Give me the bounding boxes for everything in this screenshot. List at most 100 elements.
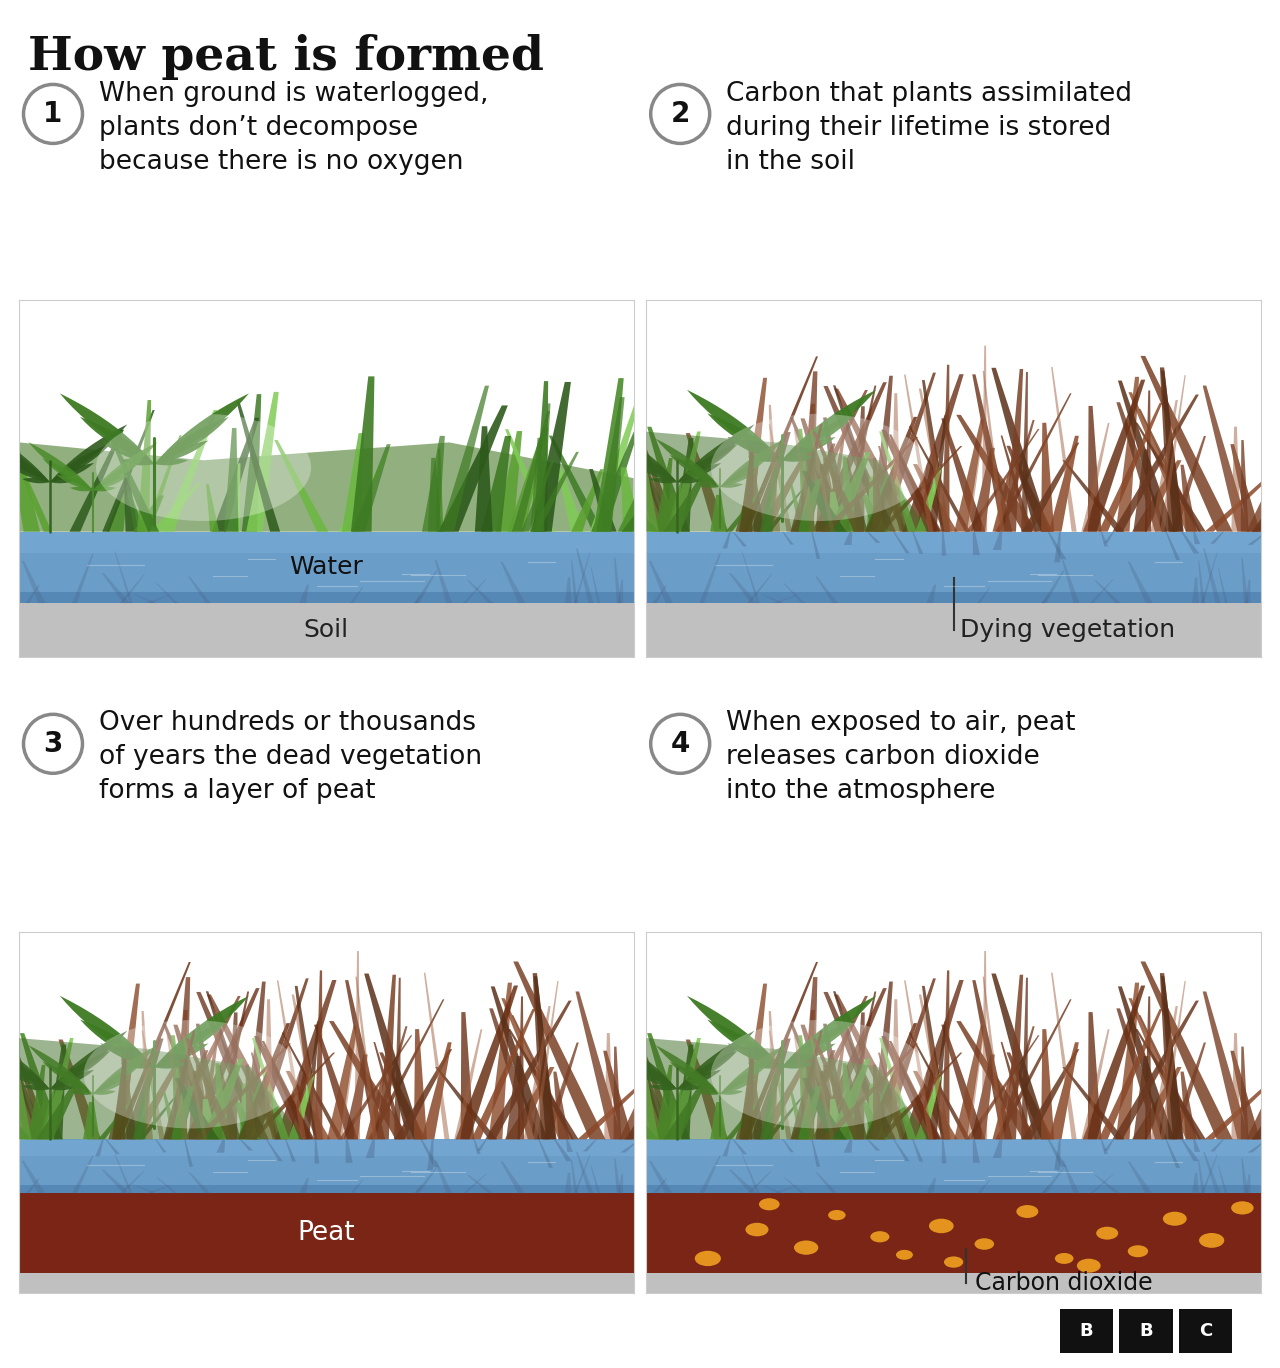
Polygon shape xyxy=(1,393,40,532)
Polygon shape xyxy=(909,427,970,532)
Polygon shape xyxy=(99,1096,136,1140)
Polygon shape xyxy=(532,981,558,1140)
Polygon shape xyxy=(997,420,1034,532)
Polygon shape xyxy=(844,1064,868,1140)
Polygon shape xyxy=(769,1011,780,1140)
Polygon shape xyxy=(28,442,93,491)
Polygon shape xyxy=(686,434,728,532)
Text: Carbon that plants assimilated
during their lifetime is stored
in the soil: Carbon that plants assimilated during th… xyxy=(726,81,1133,175)
Polygon shape xyxy=(782,532,794,544)
Circle shape xyxy=(1076,1259,1101,1272)
Polygon shape xyxy=(214,992,250,1140)
Polygon shape xyxy=(616,1051,677,1089)
Polygon shape xyxy=(349,1181,364,1193)
Polygon shape xyxy=(50,1085,78,1090)
Polygon shape xyxy=(748,1045,764,1140)
Polygon shape xyxy=(1088,1012,1102,1140)
Polygon shape xyxy=(454,1029,483,1140)
Polygon shape xyxy=(571,469,604,532)
Polygon shape xyxy=(1112,1000,1199,1140)
Polygon shape xyxy=(109,436,159,532)
Polygon shape xyxy=(881,1036,942,1140)
Polygon shape xyxy=(652,492,676,532)
Polygon shape xyxy=(1116,376,1139,532)
Bar xyxy=(1179,1309,1233,1353)
Polygon shape xyxy=(916,1073,934,1140)
Text: 3: 3 xyxy=(44,729,63,758)
Polygon shape xyxy=(677,1085,705,1090)
Polygon shape xyxy=(1242,1159,1248,1193)
Polygon shape xyxy=(1055,532,1061,562)
Polygon shape xyxy=(1217,568,1228,603)
Polygon shape xyxy=(163,1023,216,1140)
Polygon shape xyxy=(916,466,934,532)
Polygon shape xyxy=(756,1047,815,1140)
Bar xyxy=(19,532,634,603)
Polygon shape xyxy=(721,439,785,487)
Polygon shape xyxy=(439,405,508,532)
Polygon shape xyxy=(156,583,178,603)
Polygon shape xyxy=(1252,1007,1280,1140)
Polygon shape xyxy=(508,1029,579,1140)
Polygon shape xyxy=(732,1140,748,1155)
Polygon shape xyxy=(790,417,844,532)
Polygon shape xyxy=(769,405,780,532)
Polygon shape xyxy=(1181,532,1199,553)
Polygon shape xyxy=(474,1140,481,1155)
Polygon shape xyxy=(861,1101,887,1140)
Polygon shape xyxy=(113,1059,127,1140)
Polygon shape xyxy=(378,975,396,1140)
Polygon shape xyxy=(913,1140,923,1161)
Polygon shape xyxy=(867,1140,881,1150)
Polygon shape xyxy=(941,1025,986,1140)
Circle shape xyxy=(745,1223,768,1237)
Polygon shape xyxy=(173,1025,219,1140)
Polygon shape xyxy=(618,580,623,603)
Polygon shape xyxy=(852,406,865,532)
Polygon shape xyxy=(576,549,594,603)
Polygon shape xyxy=(877,446,963,532)
Polygon shape xyxy=(861,494,887,532)
Polygon shape xyxy=(983,371,1005,532)
Polygon shape xyxy=(70,487,93,491)
Polygon shape xyxy=(878,1052,906,1140)
Polygon shape xyxy=(748,438,764,532)
Polygon shape xyxy=(1088,406,1102,532)
Polygon shape xyxy=(823,466,859,532)
Polygon shape xyxy=(206,484,219,532)
Polygon shape xyxy=(215,1063,229,1140)
Polygon shape xyxy=(1094,1175,1121,1193)
Polygon shape xyxy=(475,427,493,532)
Polygon shape xyxy=(93,1078,129,1094)
Polygon shape xyxy=(1193,532,1201,544)
Polygon shape xyxy=(827,1059,870,1140)
Polygon shape xyxy=(915,466,942,532)
Polygon shape xyxy=(196,1023,224,1140)
Polygon shape xyxy=(782,1044,836,1067)
Polygon shape xyxy=(677,1030,754,1089)
Polygon shape xyxy=(909,1033,970,1140)
Bar xyxy=(646,1140,1261,1193)
Polygon shape xyxy=(1139,1015,1201,1140)
Polygon shape xyxy=(1062,460,1125,532)
Polygon shape xyxy=(428,1140,434,1170)
Polygon shape xyxy=(993,1140,1002,1157)
Text: When ground is waterlogged,
plants don’t decompose
because there is no oxygen: When ground is waterlogged, plants don’t… xyxy=(99,81,489,175)
Polygon shape xyxy=(791,390,868,532)
Polygon shape xyxy=(435,449,443,532)
Polygon shape xyxy=(1165,1140,1180,1168)
Polygon shape xyxy=(151,483,201,532)
Polygon shape xyxy=(356,977,378,1140)
Text: Over hundreds or thousands
of years the dead vegetation
forms a layer of peat: Over hundreds or thousands of years the … xyxy=(99,710,483,804)
Polygon shape xyxy=(172,1036,187,1140)
Polygon shape xyxy=(995,394,1071,532)
Polygon shape xyxy=(698,1090,721,1094)
Bar xyxy=(646,592,1261,603)
Polygon shape xyxy=(820,436,918,532)
Polygon shape xyxy=(1252,453,1280,532)
Polygon shape xyxy=(870,982,893,1140)
Polygon shape xyxy=(146,1186,172,1193)
Polygon shape xyxy=(476,1140,486,1150)
Polygon shape xyxy=(750,1038,791,1140)
Polygon shape xyxy=(557,468,585,532)
